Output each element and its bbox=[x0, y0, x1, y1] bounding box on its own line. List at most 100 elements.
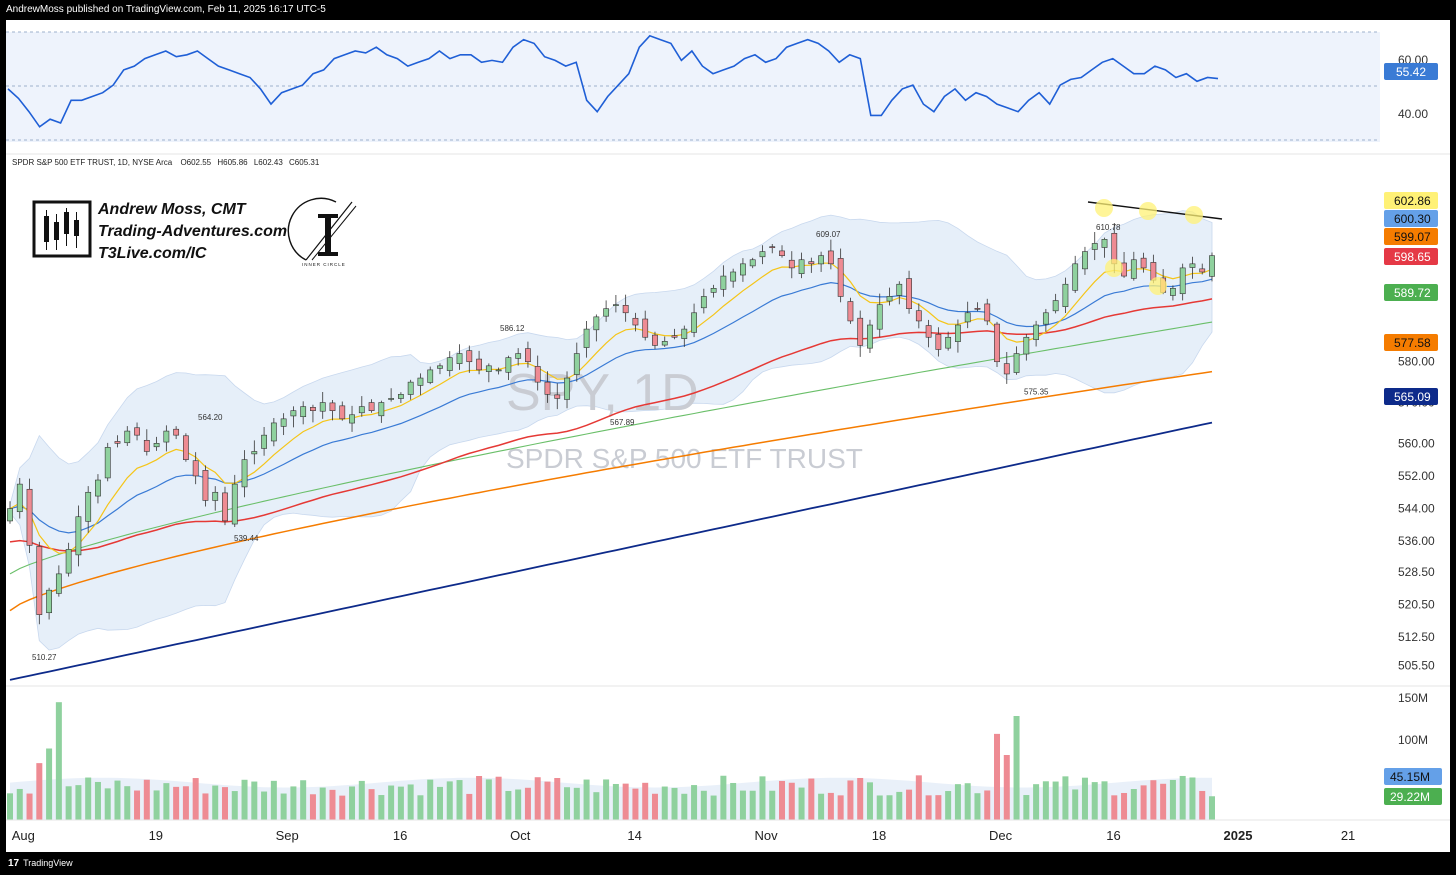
volume-bar bbox=[1111, 795, 1118, 820]
candle-body bbox=[339, 405, 346, 420]
volume-bar bbox=[36, 763, 43, 820]
volume-bar bbox=[739, 790, 746, 820]
time-axis-label: Sep bbox=[276, 828, 299, 843]
price-badge-label: 600.30 bbox=[1394, 212, 1431, 226]
symbol-high: H605.86 bbox=[217, 158, 248, 167]
time-axis-label: 19 bbox=[149, 828, 163, 843]
tradingview-logo-icon: 17 bbox=[8, 858, 20, 869]
candle-body bbox=[1033, 324, 1039, 340]
volume-bar bbox=[46, 748, 53, 820]
volume-bar bbox=[837, 795, 844, 820]
candle-body bbox=[652, 334, 658, 346]
candle-body bbox=[192, 460, 199, 477]
time-axis-label: 16 bbox=[1106, 828, 1120, 843]
candle-body bbox=[310, 407, 316, 411]
candle-body bbox=[290, 410, 297, 417]
volume-bar bbox=[1033, 784, 1040, 820]
volume-bar bbox=[495, 776, 502, 820]
footer-bar: 17 TradingView bbox=[0, 852, 1456, 874]
price-badge bbox=[1384, 210, 1438, 227]
volume-bar bbox=[710, 795, 717, 820]
ema-8-line bbox=[9, 262, 1213, 554]
volume-bar bbox=[1169, 779, 1176, 820]
candle-body bbox=[1140, 257, 1147, 269]
candle-body bbox=[65, 549, 72, 574]
site-link-2[interactable]: T3Live.com/IC bbox=[98, 245, 207, 262]
candle-body bbox=[710, 288, 717, 293]
volume-bar bbox=[221, 787, 228, 820]
price-badge bbox=[1384, 192, 1438, 209]
chart-panel[interactable]: 60.00 40.00 55.42 SPDR S&P 500 ETF TRUST… bbox=[6, 20, 1450, 852]
candle-body bbox=[300, 406, 307, 418]
volume-bar bbox=[104, 788, 111, 820]
volume-bar bbox=[954, 784, 961, 820]
candle-body bbox=[925, 325, 932, 338]
price-annotation-label: 575.35 bbox=[1024, 388, 1049, 397]
sma-100-line bbox=[9, 321, 1213, 575]
volume-bar bbox=[505, 790, 512, 820]
candle-body bbox=[1179, 267, 1186, 295]
volume-bar bbox=[261, 791, 268, 820]
candle-body bbox=[1189, 263, 1196, 268]
highlight-circle bbox=[1139, 202, 1157, 220]
candle-body bbox=[730, 271, 737, 282]
volume-bar bbox=[1042, 781, 1049, 820]
candle-body bbox=[945, 336, 952, 349]
symbol-low: L602.43 bbox=[254, 158, 283, 167]
candle-body bbox=[280, 418, 287, 427]
candle-body bbox=[583, 328, 590, 348]
candle-body bbox=[397, 394, 404, 399]
volume-bar bbox=[788, 782, 795, 820]
symbol-open: O602.55 bbox=[180, 158, 211, 167]
volume-bar bbox=[134, 790, 141, 820]
candle-body bbox=[906, 278, 912, 309]
volume-bar bbox=[485, 779, 492, 820]
volume-bar bbox=[925, 795, 932, 820]
volume-bar bbox=[671, 787, 678, 820]
volume-bar bbox=[329, 789, 336, 820]
volume-bar bbox=[339, 795, 346, 820]
volume-bar bbox=[55, 702, 62, 820]
volume-bar bbox=[163, 783, 170, 820]
volume-bar bbox=[515, 789, 522, 820]
rsi-line bbox=[7, 34, 1219, 128]
rsi-last-value-badge bbox=[1384, 63, 1438, 80]
volume-bar bbox=[857, 777, 864, 820]
volume-bar bbox=[202, 793, 209, 820]
candle-body bbox=[153, 443, 160, 448]
site-link-1[interactable]: Trading-Adventures.com bbox=[98, 223, 287, 240]
price-axis-tick: 512.50 bbox=[1398, 630, 1435, 644]
volume-bar bbox=[984, 790, 991, 820]
volume-bar bbox=[798, 787, 805, 820]
candle-body bbox=[1082, 251, 1088, 270]
price-badge-label: 599.07 bbox=[1394, 230, 1431, 244]
volume-bar bbox=[593, 792, 600, 820]
volume-bar bbox=[241, 779, 248, 820]
volume-bar bbox=[251, 781, 258, 820]
time-axis-label: 18 bbox=[872, 828, 886, 843]
chart-svg[interactable]: 60.00 40.00 55.42 SPDR S&P 500 ETF TRUST… bbox=[6, 20, 1450, 852]
candle-body bbox=[544, 381, 551, 395]
volume-bar bbox=[896, 791, 903, 820]
volume-bar bbox=[143, 779, 150, 820]
time-axis[interactable]: Aug19Sep16Oct14Nov18Dec16202521Feb18Mar bbox=[12, 828, 1450, 843]
volume-bar bbox=[1003, 755, 1010, 820]
candle-body bbox=[143, 440, 150, 452]
candle-body bbox=[632, 317, 639, 326]
candle-body bbox=[691, 312, 697, 333]
volume-bar bbox=[388, 785, 395, 820]
volume-bar bbox=[720, 775, 727, 820]
watermark-name: SPDR S&P 500 ETF TRUST bbox=[506, 443, 863, 474]
candle-body bbox=[603, 308, 610, 317]
price-badge bbox=[1384, 334, 1438, 351]
volume-bar bbox=[612, 783, 619, 820]
volume-bar bbox=[1121, 792, 1128, 820]
candle-body bbox=[984, 303, 991, 322]
volume-bar bbox=[749, 790, 756, 820]
candle-body bbox=[261, 434, 267, 449]
price-annotations: 510.27 564.20 539.44 586.12 567.89 609.07 575.… bbox=[32, 223, 1121, 662]
candle-body bbox=[1101, 239, 1108, 248]
candle-body bbox=[779, 250, 785, 256]
volume-avg-label: 45.15M bbox=[1390, 770, 1430, 784]
volume-average-band bbox=[10, 777, 1212, 820]
